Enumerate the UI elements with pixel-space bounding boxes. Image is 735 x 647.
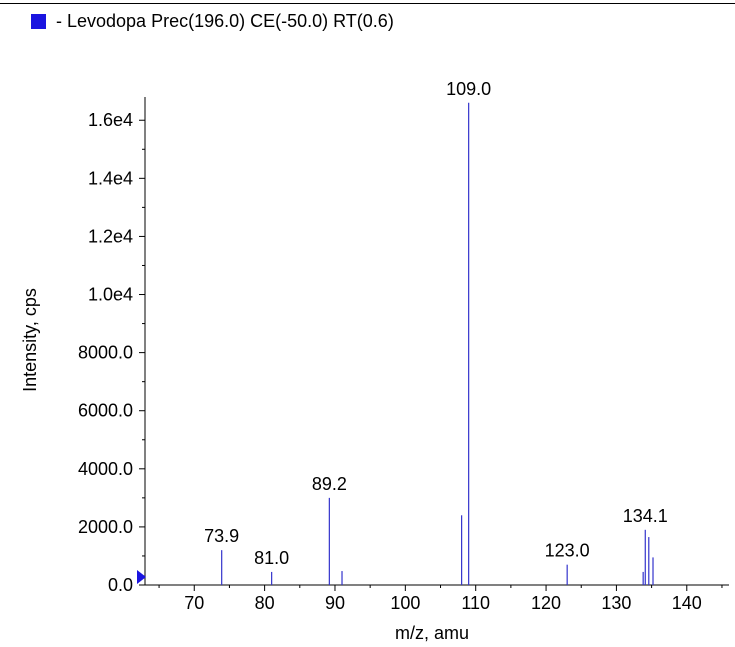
peaks <box>221 102 654 585</box>
peak-label: 123.0 <box>545 541 590 561</box>
x-tick-label: 130 <box>601 593 631 613</box>
y-tick-label: 2000.0 <box>78 517 133 537</box>
y-tick-label: 6000.0 <box>78 401 133 421</box>
top-rule <box>0 3 735 4</box>
peak-label: 89.2 <box>312 474 347 494</box>
x-tick-label: 70 <box>184 593 204 613</box>
peak-label: 73.9 <box>204 526 239 546</box>
x-tick-label: 90 <box>325 593 345 613</box>
peak-label: 134.1 <box>623 506 668 526</box>
legend: - Levodopa Prec(196.0) CE(-50.0) RT(0.6) <box>31 10 394 32</box>
y-tick-label: 1.6e4 <box>88 110 133 130</box>
legend-swatch <box>31 13 46 29</box>
x-tick-label: 80 <box>255 593 275 613</box>
y-tick-label: 1.4e4 <box>88 168 133 188</box>
y-tick-label: 4000.0 <box>78 459 133 479</box>
legend-label: - Levodopa Prec(196.0) CE(-50.0) RT(0.6) <box>56 10 394 31</box>
x-tick-label: 100 <box>390 593 420 613</box>
x-axis-title: m/z, amu <box>395 623 469 643</box>
peak-labels: 73.9 81.0 89.2 109.0 123.0 134.1 <box>204 79 668 568</box>
y-tick-label: 0.0 <box>108 575 133 595</box>
y-tick-label: 1.2e4 <box>88 226 133 246</box>
peak-label: 109.0 <box>446 79 491 99</box>
y-axis-title: Intensity, cps <box>20 288 40 392</box>
x-tick-label: 140 <box>672 593 702 613</box>
x-tick-label: 120 <box>531 593 561 613</box>
y-tick-label: 1.0e4 <box>88 285 133 305</box>
axes: 70 80 90 100 110 120 130 140 0.0 2000.0 4000.0 6000… <box>78 97 729 613</box>
x-tick-label: 110 <box>461 593 490 613</box>
y-tick-label: 8000.0 <box>78 343 133 363</box>
baseline-marker <box>137 570 146 584</box>
peak-label: 81.0 <box>254 548 289 568</box>
